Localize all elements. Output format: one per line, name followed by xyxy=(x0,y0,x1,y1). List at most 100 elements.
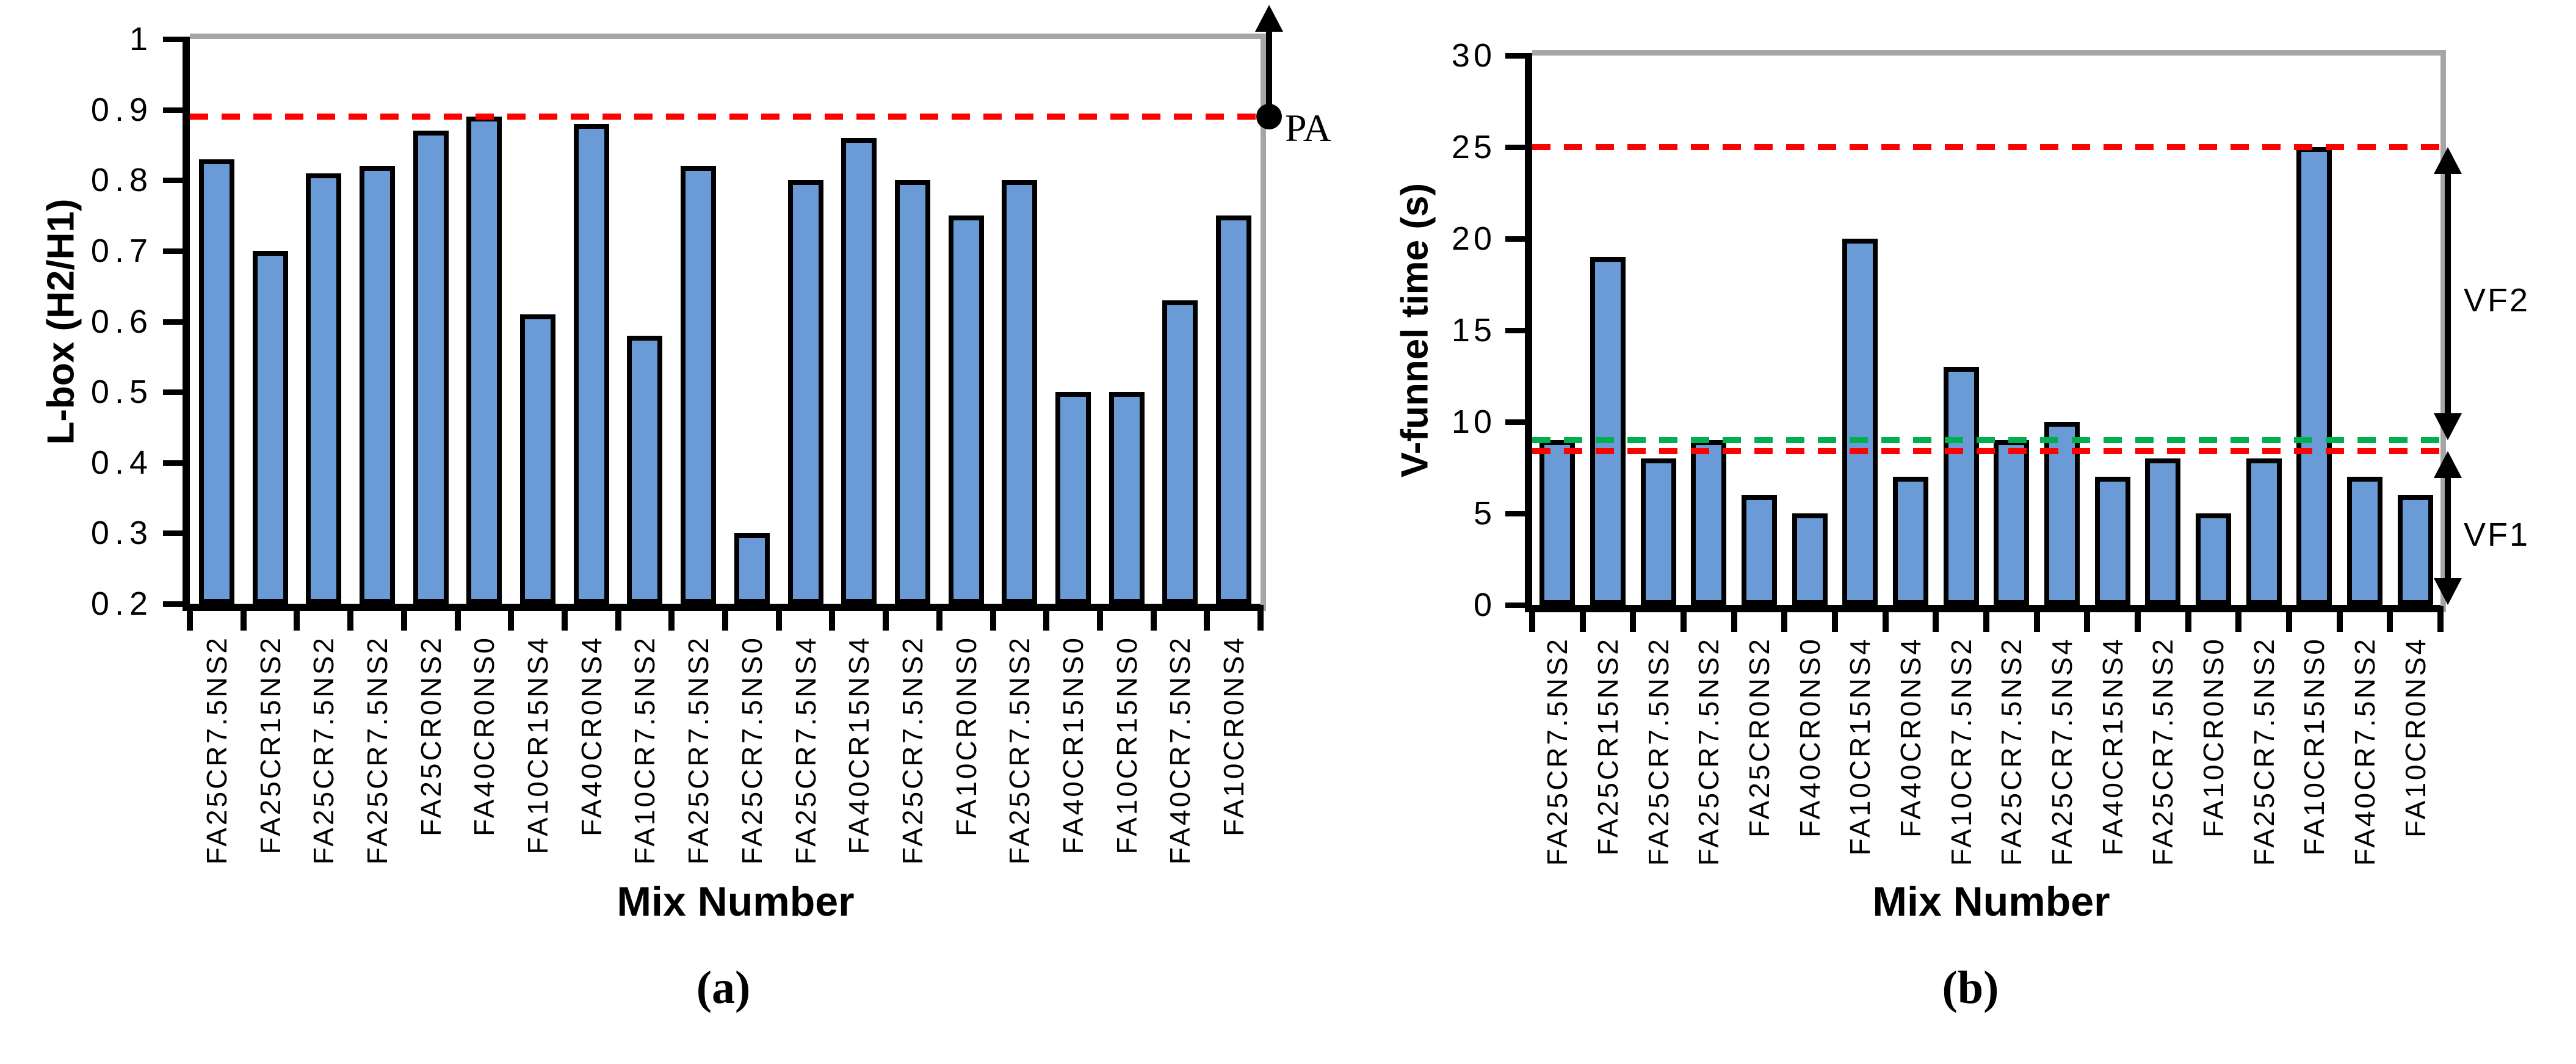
y-axis-title-b: V-funnel time (s) xyxy=(1394,183,1436,478)
bar-FA25CR7.5NS2 xyxy=(1691,440,1726,605)
y-tick-0.8 xyxy=(163,178,190,184)
x-tick-14 xyxy=(2235,606,2242,632)
y-tick-0.9 xyxy=(163,107,190,113)
x-tick-9 xyxy=(668,605,675,631)
x-tick-12 xyxy=(2135,606,2141,632)
x-tick-16 xyxy=(2336,606,2343,632)
caption-b: (b) xyxy=(1942,962,1999,1013)
VF2-arrow-top-icon xyxy=(2434,147,2462,174)
x-category-label-FA40CR0NS4: FA40CR0NS4 xyxy=(1895,637,1927,838)
bar-FA10CR0NS0 xyxy=(949,215,984,604)
plot-frame-right xyxy=(1261,34,1266,611)
y-tick-label-25: 25 xyxy=(1451,129,1496,165)
bar-FA25CR7.5NS2 xyxy=(1641,458,1676,605)
x-tick-5 xyxy=(1781,606,1788,632)
x-tick-1 xyxy=(240,605,247,631)
x-tick-20 xyxy=(1257,605,1264,631)
bar-FA40CR7.5NS2 xyxy=(1162,300,1198,604)
y-tick-label-15: 15 xyxy=(1451,312,1496,349)
VF2-arrow-bottom-icon xyxy=(2434,413,2462,440)
x-category-label-FA40CR15NS4: FA40CR15NS4 xyxy=(2097,637,2129,856)
x-tick-4 xyxy=(1731,606,1737,632)
x-tick-10 xyxy=(722,605,728,631)
threshold-line-red-0 xyxy=(190,114,1261,120)
x-category-label-FA40CR7.5NS2: FA40CR7.5NS2 xyxy=(2349,637,2381,866)
x-tick-8 xyxy=(1933,606,1939,632)
bar-FA25CR7.5NS0 xyxy=(734,533,770,604)
x-axis-line xyxy=(1525,605,2440,612)
plot-frame-top xyxy=(190,34,1266,39)
x-tick-7 xyxy=(561,605,568,631)
bar-FA40CR15NS4 xyxy=(2095,477,2130,605)
bar-FA40CR15NS4 xyxy=(841,138,877,604)
bar-FA40CR0NS4 xyxy=(574,124,609,604)
y-tick-label-0.9: 0.9 xyxy=(90,91,153,128)
y-tick-label-0.3: 0.3 xyxy=(90,515,153,552)
x-tick-7 xyxy=(1882,606,1889,632)
plot-frame-right xyxy=(2440,50,2446,612)
x-category-label-FA10CR7.5NS2: FA10CR7.5NS2 xyxy=(1945,637,1977,866)
bar-FA25CR7.5NS2 xyxy=(1994,440,2029,605)
pa-point-marker xyxy=(1256,104,1282,130)
y-tick-30 xyxy=(1505,53,1532,59)
bar-FA25CR15NS2 xyxy=(1590,257,1626,605)
plot-frame-top xyxy=(1532,50,2446,56)
x-tick-19 xyxy=(1204,605,1210,631)
y-tick-15 xyxy=(1505,328,1532,333)
y-tick-10 xyxy=(1505,419,1532,425)
x-category-label-FA25CR7.5NS2: FA25CR7.5NS2 xyxy=(1541,637,1573,866)
y-tick-label-10: 10 xyxy=(1451,404,1496,440)
y-tick-5 xyxy=(1505,511,1532,516)
bar-FA25CR0NS2 xyxy=(1742,495,1777,605)
y-tick-label-0: 0 xyxy=(1473,587,1496,623)
threshold-line-red-0 xyxy=(1532,144,2450,150)
y-tick-0.5 xyxy=(163,389,190,396)
x-tick-3 xyxy=(1681,606,1687,632)
x-tick-4 xyxy=(400,605,407,631)
x-tick-16 xyxy=(1043,605,1050,631)
y-axis-line xyxy=(183,39,190,611)
x-tick-8 xyxy=(615,605,621,631)
y-tick-0.7 xyxy=(163,248,190,254)
bar-FA25CR7.5NS2 xyxy=(2145,458,2180,605)
y-tick-0.2 xyxy=(163,601,190,607)
bar-FA25CR7.5NS2 xyxy=(199,159,234,604)
x-tick-0 xyxy=(1529,606,1535,632)
bar-FA25CR7.5NS2 xyxy=(681,166,716,604)
y-axis-line xyxy=(1525,56,1532,612)
x-category-label-FA10CR0NS4: FA10CR0NS4 xyxy=(2400,637,2431,838)
x-category-label-FA40CR0NS0: FA40CR0NS0 xyxy=(1794,637,1826,838)
bar-FA10CR15NS0 xyxy=(1109,392,1145,604)
x-tick-18 xyxy=(2437,606,2444,632)
x-tick-13 xyxy=(883,605,889,631)
bar-FA25CR15NS2 xyxy=(253,251,288,604)
x-tick-11 xyxy=(775,605,782,631)
x-tick-6 xyxy=(1832,606,1838,632)
x-axis-title-a: Mix Number xyxy=(617,878,855,925)
y-tick-20 xyxy=(1505,236,1532,242)
x-category-label-FA10CR15NS4: FA10CR15NS4 xyxy=(1844,637,1876,856)
x-tick-15 xyxy=(990,605,996,631)
pa-arrow-stem xyxy=(1266,26,1272,117)
x-tick-13 xyxy=(2185,606,2191,632)
y-tick-0 xyxy=(1505,603,1532,608)
bar-FA25CR7.5NS2 xyxy=(306,173,341,604)
bar-FA40CR0NS0 xyxy=(1792,513,1828,605)
y-tick-label-20: 20 xyxy=(1451,220,1496,257)
x-tick-12 xyxy=(829,605,836,631)
x-category-label-FA10CR0NS0: FA10CR0NS0 xyxy=(2198,637,2229,838)
bar-FA10CR15NS4 xyxy=(1842,239,1878,605)
y-tick-label-0.5: 0.5 xyxy=(90,374,153,411)
bar-FA40CR7.5NS2 xyxy=(2347,477,2382,605)
bar-FA25CR7.5NS2 xyxy=(360,166,395,604)
x-tick-2 xyxy=(1630,606,1637,632)
x-tick-1 xyxy=(1579,606,1586,632)
VF1-arrow-stem xyxy=(2445,458,2451,598)
x-tick-3 xyxy=(347,605,354,631)
x-category-label-FA25CR7.5NS2: FA25CR7.5NS2 xyxy=(1995,637,2027,866)
x-tick-5 xyxy=(454,605,461,631)
y-tick-label-30: 30 xyxy=(1451,37,1496,74)
bar-FA40CR15NS0 xyxy=(1055,392,1091,604)
